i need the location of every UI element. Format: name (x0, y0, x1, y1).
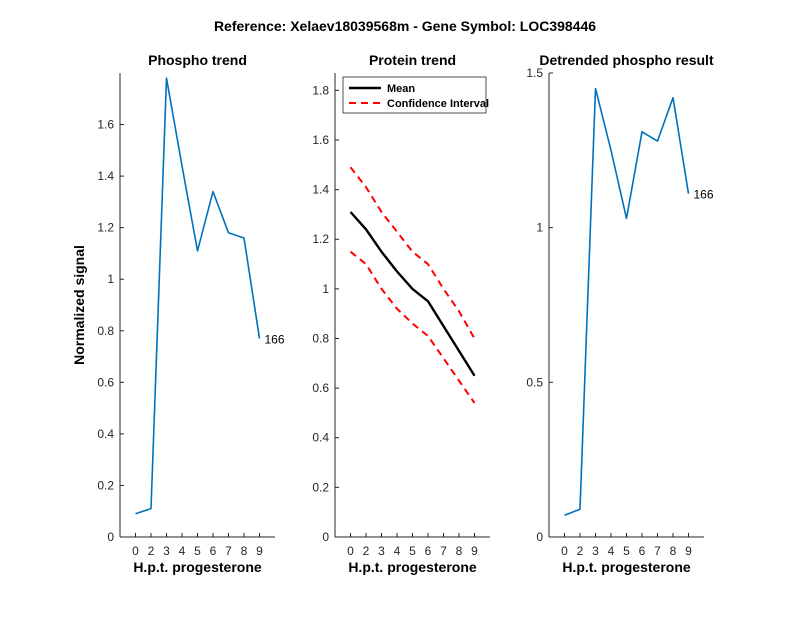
phospho-xlabel: H.p.t. progesterone (133, 559, 262, 575)
detrended-x-tick-label: 7 (654, 544, 661, 558)
legend-box (342, 76, 487, 114)
protein-y-tick-label: 0 (322, 530, 329, 544)
detrended-y-tick-label: 1.5 (526, 66, 543, 80)
protein-y-tick-label: 0.2 (312, 480, 329, 494)
protein-y-tick-label: 0.6 (312, 381, 329, 395)
phospho-y-tick-label: 0.2 (97, 478, 114, 492)
protein-x-tick-label: 7 (440, 544, 447, 558)
detrended-series-line-1 (564, 87, 690, 517)
protein-y-tick-label: 1.2 (312, 232, 329, 246)
detrended-x-tick-label: 9 (685, 544, 692, 558)
detrended-y-tick-label: 0.5 (526, 375, 543, 389)
phospho-x-tick-label: 4 (179, 544, 186, 558)
detrended-x-tick-label: 6 (639, 544, 646, 558)
figure-title: Reference: Xelaev18039568m - Gene Symbol… (214, 18, 596, 34)
protein-x-tick-label: 3 (378, 544, 385, 558)
phospho-x-tick-label: 8 (241, 544, 248, 558)
protein-series-line-2 (349, 166, 476, 339)
panel-protein: 00.20.40.60.811.21.41.61.80 2 3 4 5 6 7 8 9Prote… (312, 52, 490, 575)
protein-y-tick-label: 1.6 (312, 133, 329, 147)
legend-label-2: Confidence Interval (387, 98, 489, 110)
protein-x-tick-label: 0 (347, 544, 354, 558)
phospho-x-tick-label: 7 (225, 544, 232, 558)
detrended-x-tick-label: 4 (608, 544, 615, 558)
detrended-y-tick-label: 0 (536, 530, 543, 544)
protein-y-tick-label: 1 (322, 282, 329, 296)
phospho-y-tick-label: 1.6 (97, 118, 114, 132)
protein-x-tick-label: 5 (409, 544, 416, 558)
phospho-x-tick-label: 0 (132, 544, 139, 558)
phospho-x-tick-label: 6 (210, 544, 217, 558)
protein-series-line-3 (349, 250, 476, 404)
detrended-title: Detrended phospho result (539, 52, 714, 68)
detrended-x-tick-label: 3 (592, 544, 599, 558)
detrended-x-tick-label: 8 (670, 544, 677, 558)
detrended-point-annotation: 166 (694, 188, 714, 202)
detrended-y-tick-label: 1 (536, 221, 543, 235)
phospho-x-tick-label: 2 (148, 544, 155, 558)
protein-y-tick-label: 0.8 (312, 331, 329, 345)
protein-x-tick-label: 9 (471, 544, 478, 558)
protein-legend: Mean Confidence Interval (342, 76, 489, 114)
phospho-y-tick-label: 1.4 (97, 169, 114, 183)
phospho-x-tick-label: 5 (194, 544, 201, 558)
protein-x-tick-label: 8 (456, 544, 463, 558)
panel-phospho: 00.20.40.60.811.21.41.60 2 3 4 5 6 7 8 9Phospho … (71, 52, 285, 575)
protein-y-tick-label: 0.4 (312, 431, 329, 445)
protein-title: Protein trend (369, 52, 456, 68)
detrended-x-tick-label: 2 (577, 544, 584, 558)
detrended-xlabel: H.p.t. progesterone (562, 559, 691, 575)
phospho-point-annotation: 166 (265, 333, 285, 347)
protein-x-tick-label: 4 (394, 544, 401, 558)
protein-x-tick-label: 6 (425, 544, 432, 558)
phospho-y-tick-label: 0.6 (97, 375, 114, 389)
phospho-series-line-1 (135, 77, 261, 515)
phospho-y-tick-label: 0.4 (97, 427, 114, 441)
protein-x-tick-label: 2 (363, 544, 370, 558)
phospho-y-tick-label: 0.8 (97, 324, 114, 338)
phospho-ylabel: Normalized signal (71, 245, 87, 365)
protein-y-tick-label: 1.4 (312, 183, 329, 197)
legend-label-1: Mean (387, 83, 415, 95)
phospho-x-tick-label: 3 (163, 544, 170, 558)
phospho-y-tick-label: 1.2 (97, 221, 114, 235)
protein-series-line-1 (349, 211, 476, 377)
phospho-title: Phospho trend (148, 52, 247, 68)
phospho-y-tick-label: 1 (107, 272, 114, 286)
protein-xlabel: H.p.t. progesterone (348, 559, 477, 575)
phospho-y-tick-label: 0 (107, 530, 114, 544)
detrended-x-tick-label: 5 (623, 544, 630, 558)
detrended-x-tick-label: 0 (561, 544, 568, 558)
protein-y-tick-label: 1.8 (312, 83, 329, 97)
phospho-x-tick-label: 9 (256, 544, 263, 558)
